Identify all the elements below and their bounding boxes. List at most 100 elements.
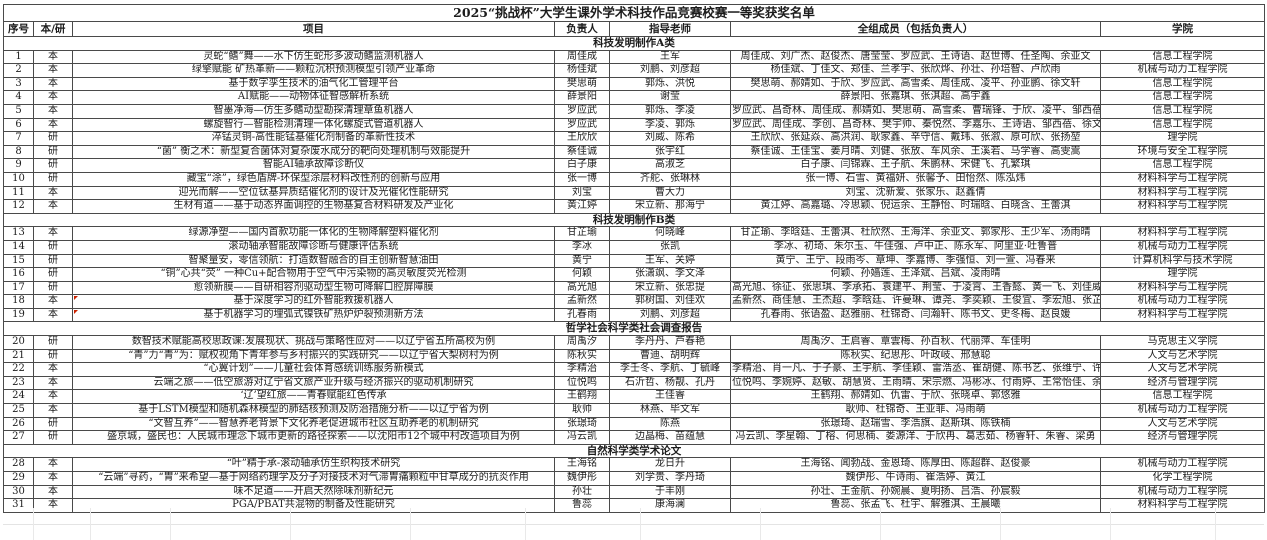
cell-type: 研 <box>33 430 73 445</box>
cell-members: 孙壮、王金航、孙婉晨、夏明扬、吕浩、孙宸毅 <box>730 484 1101 500</box>
cell-no: 7 <box>3 131 34 146</box>
cell-type: 研 <box>33 131 73 146</box>
table-row: 22 本 “心翼计划”——儿童社会体育感统训练服务新模式 李精治 李壬冬、李航、丁毓峰李… <box>3 362 1266 377</box>
cell-type: 本 <box>33 389 73 405</box>
cell-no: 27 <box>3 430 34 445</box>
cell-type: 本 <box>33 375 73 391</box>
cell-members: 周禹汐、王启睿、覃雲梅、孙百秋、代丽萍、车佳明 <box>730 335 1101 350</box>
cell-college: 化学工程学院 <box>1099 471 1266 486</box>
cell-leader: 王海铭 <box>554 457 610 472</box>
cell-no: 25 <box>3 403 34 418</box>
table-row: 3 本基于数字孪生技术的油气化工管理平台 樊思萌 郭烁、洪悦 樊思萌、郝婧如、于欣、罗应… <box>3 76 1266 92</box>
cell-leader: 李精治 <box>554 362 610 377</box>
cell-no: 18 <box>3 294 34 309</box>
cell-type: 本 <box>33 90 73 105</box>
cell-college: 人文与艺术学院 <box>1099 362 1266 377</box>
cell-leader: 刘宝 <box>554 185 610 201</box>
table-row: 19 本基于机器学习的埋弧式镍铁矿热炉炉裂预测新方法 孔春雨 刘鹏、刘彦超 孔春雨、张语… <box>3 307 1266 323</box>
cell-no: 1 <box>3 49 34 65</box>
cell-members: 李精治、肖一凡、于子豪、王宇航、李佳颖、雷浩丞、崔胡健、陈书艺、张维宁、许曼琳 <box>730 362 1101 377</box>
section-label: 自然科学类学术论文 <box>2 443 1266 459</box>
cell-college: 信息工程学院 <box>1099 90 1266 105</box>
table-row: 1 本灵蛇“鳍”舞——水下仿生蛇形多波动鳍监测机器人 周佳成 王军 周佳成、刘广杰、赵俊… <box>3 49 1266 65</box>
cell-project: “青”力“青”为：赋权视角下青年参与乡村振兴的实践研究——以辽宁省大梨树村为例 <box>72 348 555 364</box>
table-row: 21 研 “青”力“青”为：赋权视角下青年参与乡村振兴的实践研究——以辽宁省大梨树村… <box>3 348 1266 364</box>
column-header-college: 学院 <box>1099 21 1266 37</box>
cell-college: 经济与管理学院 <box>1099 375 1266 391</box>
table-row: 10 研藏宝“涂”，绿色盾牌-环保型涂层材料改性剂的创新与应用 张一博 齐舵、张琳林张… <box>3 171 1266 187</box>
cell-members: 周佳成、刘广杰、赵俊杰、唐莹莹、罗应武、王诗语、赵世博、任圣陶、余亚文 <box>730 49 1101 65</box>
table-row: 7 研淬锰灵铜-高性能锰基催化剂制备的革新性技术 王欣欣 刘威、陈希 王欣欣、张延焱、高… <box>3 131 1266 146</box>
cell-no: 21 <box>3 348 34 364</box>
cell-advisors: 宋立新、张忠提 <box>609 280 731 296</box>
award-sheet: 2025“挑战杯”大学生课外学术科技作品竞赛校赛一等奖获奖名单 序号 本/研 项… <box>2 4 1266 513</box>
table-row: 23 本云端之旅——低空旅游对辽宁省文旅产业升级与经济振兴的驱动机制研究 位悦鸣 石沂… <box>3 375 1266 391</box>
cell-advisors: 曹大力 <box>609 185 731 201</box>
table-row: 2 本绿擎赋能 矿热革新——颗粒沉积预测模型引领产业革命 杨佳斌 刘鹏、刘彦超 杨佳斌、… <box>3 63 1266 78</box>
cell-members: 鲁蕊、张孟飞、杜宇、解雅淇、王晨曦 <box>730 498 1101 513</box>
table-row: 11 本迎光而解——空位钛基异质结催化剂的设计及光催化性能研究 刘宝 曹大力 刘宝、沈新… <box>3 185 1266 201</box>
section-header-row: 科技发明制作B类 <box>2 212 1266 228</box>
cell-advisors: 张凯 <box>609 239 731 255</box>
cell-leader: 何颖 <box>554 267 610 282</box>
cell-leader: 周佳成 <box>554 49 610 65</box>
cell-leader: 高光旭 <box>554 280 610 296</box>
cell-college: 机械与动力工程学院 <box>1099 484 1266 500</box>
cell-college: 理学院 <box>1099 267 1266 282</box>
cell-members: 位悦鸣、李婉婷、赵敏、胡慧贤、王雨晴、宋宗燃、冯彬冰、付雨婷、王常怡佳、余亚文 <box>730 375 1101 391</box>
cell-project: 迎光而解——空位钛基异质结催化剂的设计及光催化性能研究 <box>72 185 555 201</box>
cell-members: 张一博、石雪、黄福妍、张馨予、田怡然、陈泓炜 <box>730 171 1101 187</box>
cell-project: “文智互养”——智慧养老背景下文化养老促进城市社区互助养老的机制研究 <box>72 416 555 432</box>
cell-college: 马克思主义学院 <box>1099 335 1266 350</box>
table-row: 12 本生材有道——基于动态界面调控的生物基复合材料研发及产业化 黄江婷 宋立新、那海… <box>3 199 1266 214</box>
cell-advisors: 刘学贵、李丹琦 <box>609 471 731 486</box>
cell-leader: 罗应武 <box>554 117 610 133</box>
cell-advisors: 林燕、毕文军 <box>609 403 731 418</box>
cell-project: 基于深度学习的红外智能救援机器人 <box>72 294 555 309</box>
cell-members: 蔡佳诚、王佳宝、姜月晴、刘健、张放、车风余、王溪若、马学睿、高雯嵩 <box>730 144 1101 160</box>
cell-type: 本 <box>33 185 73 201</box>
cell-no: 8 <box>3 144 34 160</box>
cell-leader: 孟新然 <box>554 294 610 309</box>
cell-members: 甘芷瑜、李晗廷、王蕾淇、杜欣然、王海洋、余亚文、郭家彤、王少军、汤雨晴 <box>730 226 1101 241</box>
column-header-leader: 负责人 <box>554 21 610 37</box>
cell-leader: 樊思萌 <box>554 76 610 92</box>
cell-college: 材料科学与工程学院 <box>1099 185 1266 201</box>
cell-college: 人文与艺术学院 <box>1099 348 1266 364</box>
cell-college: 机械与动力工程学院 <box>1099 403 1266 418</box>
cell-college: 信息工程学院 <box>1099 76 1266 92</box>
cell-advisors: 陈燕 <box>609 416 731 432</box>
column-header-no: 序号 <box>3 21 34 37</box>
table-row: 28 本 “叶”精于承-滚动轴承仿生织构技术研究 王海铭 龙日升 王海铭、闻勃战、金恩琦、… <box>3 457 1266 472</box>
cell-leader: 甘芷瑜 <box>554 226 610 241</box>
spreadsheet-gridlines <box>0 508 1267 540</box>
cell-type: 本 <box>33 199 73 214</box>
cell-members: 黄江婷、高嘉璐、冷思颖、倪运余、王静怡、时瑞晗、白晓含、王蕾淇 <box>730 199 1101 214</box>
cell-project: 智聚量安，零信领航：打造数智融合的自主创新智慧油田 <box>72 253 555 269</box>
cell-college: 机械与动力工程学院 <box>1099 239 1266 255</box>
cell-no: 24 <box>3 389 34 405</box>
section-header-row: 科技发明制作A类 <box>2 36 1266 51</box>
column-header-advisors: 指导老师 <box>609 21 731 37</box>
cell-type: 本 <box>33 117 73 133</box>
cell-leader: 孔春雨 <box>554 307 610 323</box>
cell-project: 绿擎赋能 矿热革新——颗粒沉积预测模型引领产业革命 <box>72 63 555 78</box>
section-label: 哲学社会科学类社会调查报告 <box>2 321 1266 337</box>
table-row: 6 本螺旋智行—智能检测清理一体化螺旋式管道机器人 罗应武 李凌、郭烁 罗应武、周佳成、… <box>3 117 1266 133</box>
cell-advisors: 高淑芝 <box>609 158 731 173</box>
cell-leader: 杨佳斌 <box>554 63 610 78</box>
cell-members: 王欣欣、张延焱、高洪润、耿家鑫、辛守信、戴玮、张溆、原可欣、张扬堃 <box>730 131 1101 146</box>
cell-project: “心翼计划”——儿童社会体育感统训练服务新模式 <box>72 362 555 377</box>
section-label: 科技发明制作A类 <box>2 36 1266 51</box>
table-row: 8 研 “菌” 衡之术：新型复合菌体对复杂废水成分的靶向处理机制与效能提升 蔡佳诚 张宇… <box>3 144 1266 160</box>
cell-leader: 周禹汐 <box>554 335 610 350</box>
cell-no: 10 <box>3 171 34 187</box>
cell-project: ‘辽’望红旅——青春赋能红色传承 <box>72 389 555 405</box>
cell-college: 环境与安全工程学院 <box>1099 144 1266 160</box>
cell-project: 智墨净海—仿生多鳍动型勘探清理章鱼机器人 <box>72 103 555 119</box>
cell-project: 愈领新膜——自研相容剂驱动型生物可降解口腔屏障膜 <box>72 280 555 296</box>
table-row: 16 研 “铜”心共“荧” 一种Cu+配合物用于空气中污染物的高灵敏度荧光检测 何颖张… <box>3 267 1266 282</box>
cell-advisors: 王佳睿 <box>609 389 731 405</box>
cell-project: 藏宝“涂”，绿色盾牌-环保型涂层材料改性剂的创新与应用 <box>72 171 555 187</box>
cell-college: 理学院 <box>1099 131 1266 146</box>
